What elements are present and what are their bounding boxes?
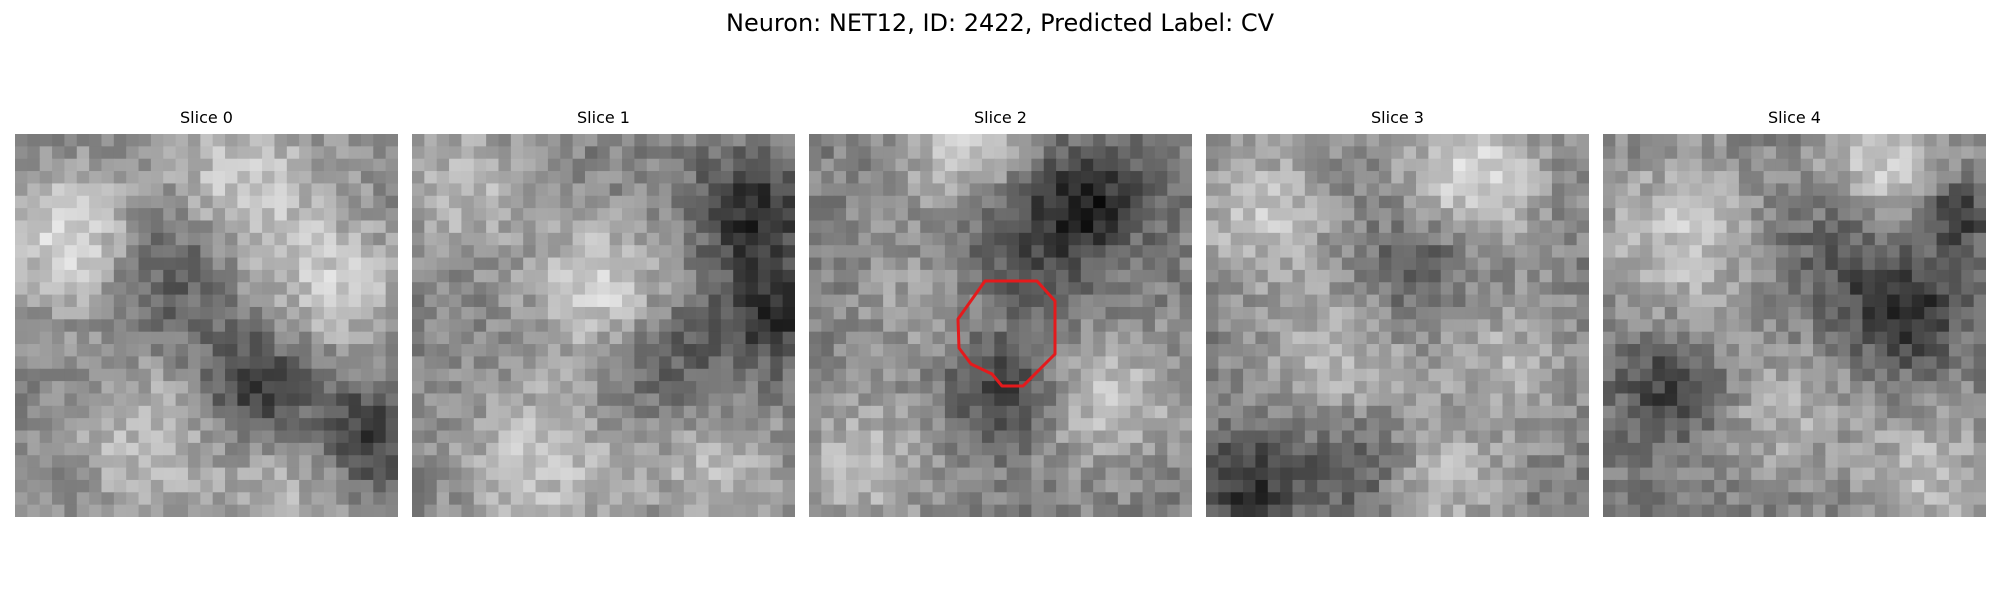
- slice-image-4: [1603, 134, 1986, 517]
- slice-panel-0: Slice 0: [15, 108, 398, 128]
- slice-title-0: Slice 0: [15, 108, 398, 128]
- slice-image-3: [1206, 134, 1589, 517]
- slice-title-3: Slice 3: [1206, 108, 1589, 128]
- slice-title-2: Slice 2: [809, 108, 1192, 128]
- slice-panel-3: Slice 3: [1206, 108, 1589, 128]
- slice-title-1: Slice 1: [412, 108, 795, 128]
- slice-panel-2: Slice 2: [809, 108, 1192, 128]
- slice-image-1: [412, 134, 795, 517]
- slice-image-0: [15, 134, 398, 517]
- slice-panel-1: Slice 1: [412, 108, 795, 128]
- figure-title: Neuron: NET12, ID: 2422, Predicted Label…: [0, 6, 2000, 40]
- slice-panel-4: Slice 4: [1603, 108, 1986, 128]
- slice-title-4: Slice 4: [1603, 108, 1986, 128]
- slice-image-2: [809, 134, 1192, 517]
